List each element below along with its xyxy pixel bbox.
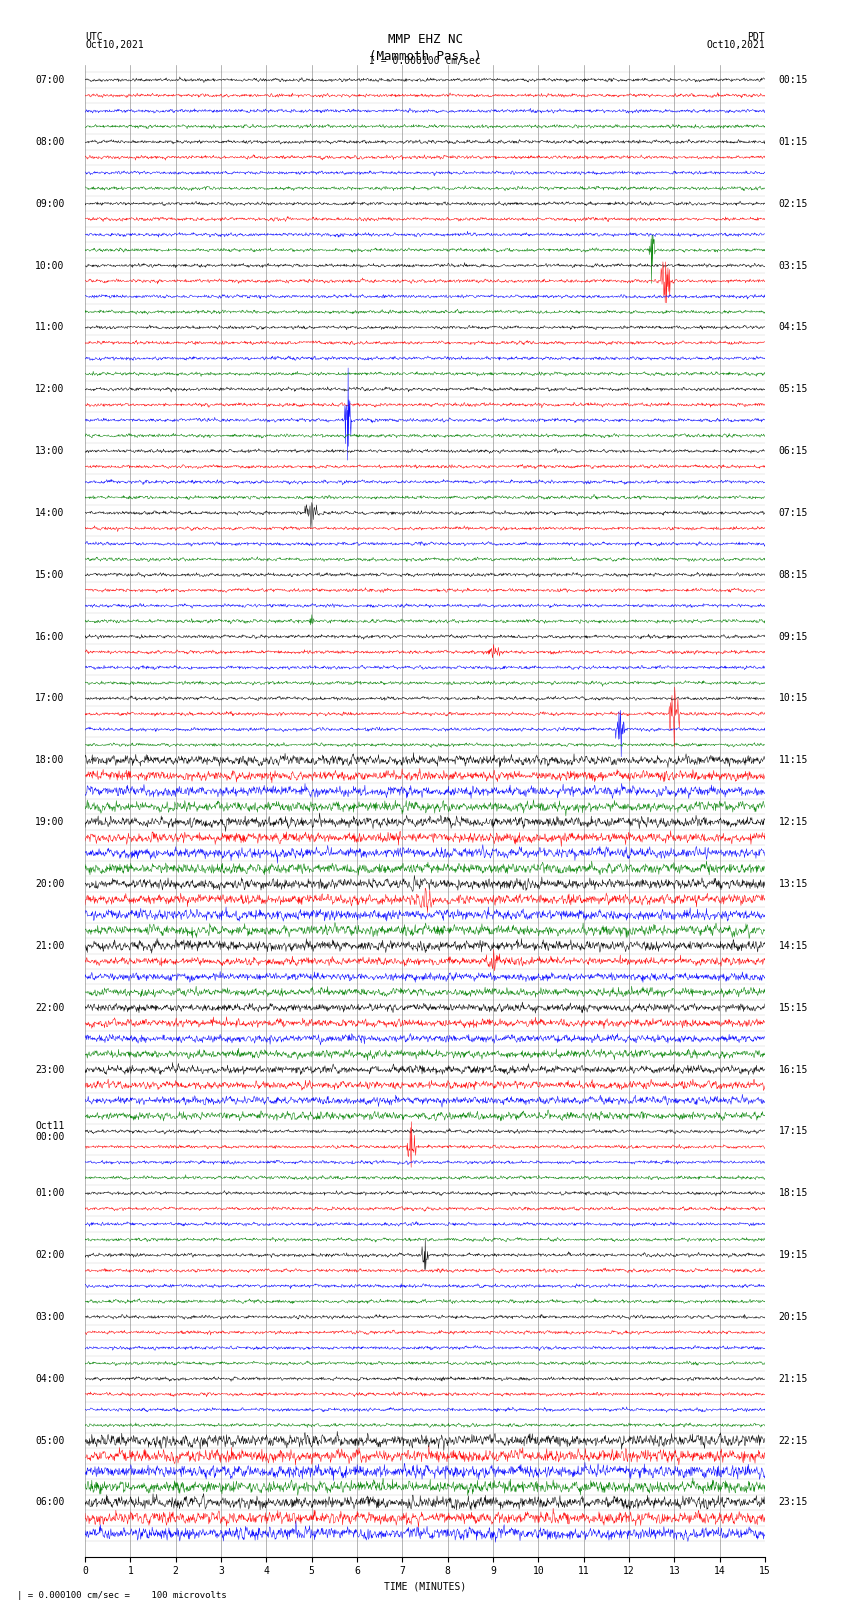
Text: 23:00: 23:00 bbox=[35, 1065, 65, 1074]
Text: 23:15: 23:15 bbox=[779, 1497, 808, 1508]
Text: 05:15: 05:15 bbox=[779, 384, 808, 394]
Text: 11:00: 11:00 bbox=[35, 323, 65, 332]
Text: 01:00: 01:00 bbox=[35, 1189, 65, 1198]
Text: 03:15: 03:15 bbox=[779, 261, 808, 271]
Text: 17:15: 17:15 bbox=[779, 1126, 808, 1136]
Text: 14:15: 14:15 bbox=[779, 940, 808, 950]
Text: 21:00: 21:00 bbox=[35, 940, 65, 950]
Text: 12:15: 12:15 bbox=[779, 818, 808, 827]
Text: 16:15: 16:15 bbox=[779, 1065, 808, 1074]
Text: | = 0.000100 cm/sec =    100 microvolts: | = 0.000100 cm/sec = 100 microvolts bbox=[17, 1590, 227, 1600]
Title: MMP EHZ NC
(Mammoth Pass ): MMP EHZ NC (Mammoth Pass ) bbox=[369, 34, 481, 63]
Text: 04:15: 04:15 bbox=[779, 323, 808, 332]
Text: 01:15: 01:15 bbox=[779, 137, 808, 147]
Text: I = 0.000100 cm/sec: I = 0.000100 cm/sec bbox=[369, 56, 481, 66]
Text: 02:15: 02:15 bbox=[779, 198, 808, 208]
Text: 07:15: 07:15 bbox=[779, 508, 808, 518]
X-axis label: TIME (MINUTES): TIME (MINUTES) bbox=[384, 1582, 466, 1592]
Text: 20:15: 20:15 bbox=[779, 1311, 808, 1323]
Text: 22:00: 22:00 bbox=[35, 1003, 65, 1013]
Text: 15:15: 15:15 bbox=[779, 1003, 808, 1013]
Text: Oct10,2021: Oct10,2021 bbox=[706, 40, 765, 50]
Text: 19:15: 19:15 bbox=[779, 1250, 808, 1260]
Text: 21:15: 21:15 bbox=[779, 1374, 808, 1384]
Text: PDT: PDT bbox=[747, 32, 765, 42]
Text: 08:00: 08:00 bbox=[35, 137, 65, 147]
Text: 18:15: 18:15 bbox=[779, 1189, 808, 1198]
Text: 09:15: 09:15 bbox=[779, 632, 808, 642]
Text: 02:00: 02:00 bbox=[35, 1250, 65, 1260]
Text: 17:00: 17:00 bbox=[35, 694, 65, 703]
Text: 06:15: 06:15 bbox=[779, 447, 808, 456]
Text: 08:15: 08:15 bbox=[779, 569, 808, 579]
Text: 20:00: 20:00 bbox=[35, 879, 65, 889]
Text: 09:00: 09:00 bbox=[35, 198, 65, 208]
Text: 12:00: 12:00 bbox=[35, 384, 65, 394]
Text: 13:15: 13:15 bbox=[779, 879, 808, 889]
Text: 15:00: 15:00 bbox=[35, 569, 65, 579]
Text: 13:00: 13:00 bbox=[35, 447, 65, 456]
Text: 05:00: 05:00 bbox=[35, 1436, 65, 1445]
Text: 10:15: 10:15 bbox=[779, 694, 808, 703]
Text: 19:00: 19:00 bbox=[35, 818, 65, 827]
Text: 00:15: 00:15 bbox=[779, 74, 808, 85]
Text: 06:00: 06:00 bbox=[35, 1497, 65, 1508]
Text: 18:00: 18:00 bbox=[35, 755, 65, 765]
Text: 04:00: 04:00 bbox=[35, 1374, 65, 1384]
Text: 07:00: 07:00 bbox=[35, 74, 65, 85]
Text: 03:00: 03:00 bbox=[35, 1311, 65, 1323]
Text: 10:00: 10:00 bbox=[35, 261, 65, 271]
Text: 11:15: 11:15 bbox=[779, 755, 808, 765]
Text: 14:00: 14:00 bbox=[35, 508, 65, 518]
Text: UTC: UTC bbox=[85, 32, 103, 42]
Text: 16:00: 16:00 bbox=[35, 632, 65, 642]
Text: Oct11
00:00: Oct11 00:00 bbox=[35, 1121, 65, 1142]
Text: Oct10,2021: Oct10,2021 bbox=[85, 40, 144, 50]
Text: 22:15: 22:15 bbox=[779, 1436, 808, 1445]
